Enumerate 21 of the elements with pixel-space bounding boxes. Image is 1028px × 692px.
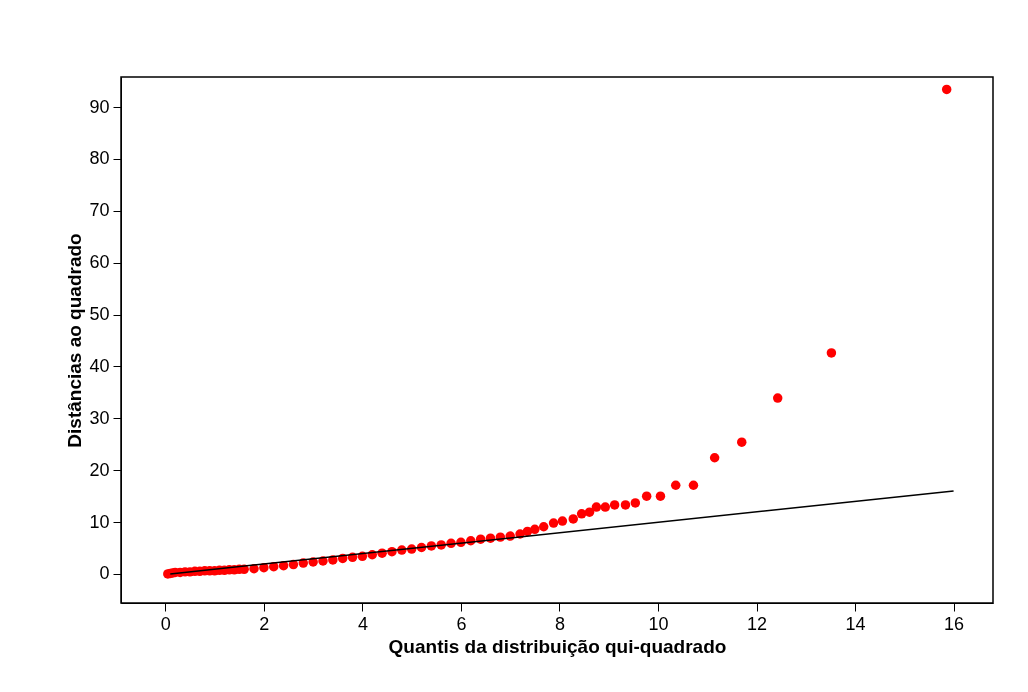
- x-tick-label: 2: [259, 613, 270, 634]
- x-tick-label: 8: [554, 613, 565, 634]
- x-tick-label: 6: [456, 613, 467, 634]
- x-axis-title: Quantis da distribuição qui-quadrado: [388, 635, 727, 657]
- x-tick-label: 0: [160, 613, 171, 634]
- y-tick-label: 40: [89, 355, 110, 376]
- y-tick-label: 30: [89, 407, 110, 428]
- y-tick-label: 0: [99, 563, 110, 584]
- x-tick-label: 4: [357, 613, 368, 634]
- y-tick-label: 90: [89, 96, 110, 117]
- y-tick-label: 70: [89, 200, 110, 221]
- x-tick-label: 14: [845, 613, 866, 634]
- y-tick-label: 50: [89, 304, 110, 325]
- y-axis-title: Distâncias ao quadrado: [64, 233, 86, 448]
- y-tick-label: 60: [89, 252, 110, 273]
- x-tick-label: 10: [648, 613, 669, 634]
- x-tick-label: 12: [747, 613, 768, 634]
- y-tick-label: 80: [89, 148, 110, 169]
- y-tick-label: 10: [89, 511, 110, 532]
- x-tick-label: 16: [944, 613, 965, 634]
- y-tick-label: 20: [89, 459, 110, 480]
